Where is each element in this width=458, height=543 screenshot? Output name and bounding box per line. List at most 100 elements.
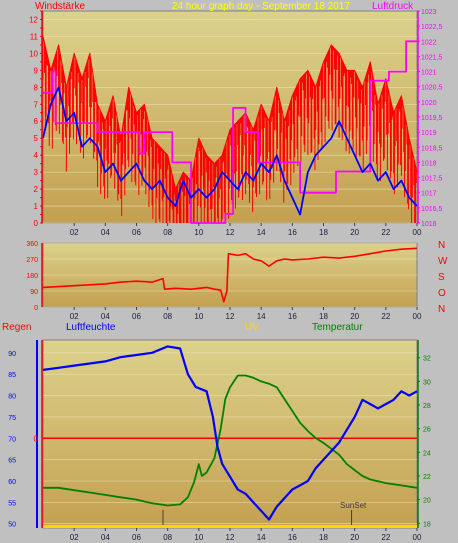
- direction-line: [42, 247, 418, 303]
- compass-label: N: [438, 240, 445, 251]
- y-right-tick-label: 30: [423, 379, 431, 386]
- x-tick-label: 16: [288, 228, 297, 237]
- y-left-tick-label: 75: [8, 415, 16, 422]
- x-tick-label: 08: [163, 228, 172, 237]
- humidity-temperature-plot-area: [42, 339, 418, 529]
- compass-label: O: [438, 288, 446, 299]
- x-tick-label: 02: [70, 312, 79, 321]
- wind-direction-series: [42, 247, 418, 303]
- y-right-tick-label: 1018,5: [421, 145, 443, 152]
- x-tick-label: 04: [101, 312, 110, 321]
- y-right-tick-label: 1017,5: [421, 176, 443, 183]
- y-left-tick-label: 80: [8, 394, 16, 401]
- x-tick-label: 10: [194, 228, 203, 237]
- wind-direction-grid: [43, 242, 417, 308]
- y-left-tick-label: 0: [34, 219, 39, 228]
- compass-label: N: [438, 304, 445, 315]
- uv-label: UV: [245, 322, 259, 333]
- x-tick-label: 04: [101, 533, 110, 542]
- y-right-tick-label: 32: [423, 356, 431, 363]
- y-right-tick-label: 1021,5: [421, 54, 443, 61]
- x-tick-label: 00: [413, 312, 422, 321]
- y-right-tick-label: 1020,5: [421, 85, 443, 92]
- x-tick-label: 12: [226, 533, 235, 542]
- x-tick-label: 14: [257, 533, 266, 542]
- y-left-tick-label: 9: [34, 66, 39, 75]
- y-left-tick-label: 12: [29, 15, 38, 24]
- x-tick-label: 12: [226, 312, 235, 321]
- x-tick-label: 08: [163, 533, 172, 542]
- luftdruck-label: Luftdruck: [372, 1, 414, 12]
- y-right-tick-label: 1017: [421, 191, 437, 198]
- y-tick-label: 360: [26, 241, 38, 248]
- rain-value-label: 0: [34, 434, 39, 443]
- y-right-tick-label: 1020: [421, 100, 437, 107]
- y-tick-label: 180: [26, 273, 38, 280]
- y-left-tick-label: 65: [8, 458, 16, 465]
- x-tick-label: 06: [132, 312, 141, 321]
- sunset-label: SunSet: [340, 501, 367, 510]
- temperatur-label: Temperatur: [312, 322, 363, 333]
- compass-label: W: [438, 256, 448, 267]
- humidity-temperature-axes: 50 55 60 65 70 75 80 85 90 18 20 22 24 26 28 30 32 0 02 04 0…: [8, 340, 431, 542]
- wind-pressure-plot-area: [42, 10, 418, 224]
- y-left-tick-label: 55: [8, 500, 16, 507]
- x-tick-label: 06: [132, 228, 141, 237]
- y-right-tick-label: 1019,5: [421, 115, 443, 122]
- x-tick-label: 16: [288, 312, 297, 321]
- x-tick-label: 08: [163, 312, 172, 321]
- y-left-tick-label: 1: [34, 202, 39, 211]
- y-right-tick-label: 1023: [421, 9, 437, 16]
- y-left-tick-label: 50: [8, 522, 16, 529]
- y-right-tick-label: 1018: [421, 160, 437, 167]
- average-wind-line: [42, 86, 418, 216]
- x-tick-label: 20: [350, 533, 359, 542]
- y-left-tick-label: 90: [8, 351, 16, 358]
- x-tick-label: 14: [257, 312, 266, 321]
- x-tick-label: 10: [194, 533, 203, 542]
- x-tick-label: 20: [350, 312, 359, 321]
- wind-pressure-series: [42, 36, 418, 224]
- y-tick-label: 90: [30, 289, 38, 296]
- y-right-tick-label: 1016,5: [421, 206, 443, 213]
- y-left-tick-label: 3: [34, 168, 39, 177]
- x-tick-label: 14: [257, 228, 266, 237]
- temperature-line: [43, 374, 418, 507]
- y-left-tick-label: 11: [30, 32, 39, 41]
- windstaerke-label: Windstärke: [35, 1, 85, 12]
- x-tick-label: 10: [194, 312, 203, 321]
- x-tick-label: 12: [226, 228, 235, 237]
- y-right-tick-label: 1019: [421, 130, 437, 137]
- y-right-tick-label: 1021: [421, 70, 437, 77]
- x-tick-label: 18: [319, 533, 328, 542]
- chart-title: 24 hour graph day - September 18 2017: [172, 1, 350, 12]
- x-tick-label: 02: [70, 533, 79, 542]
- y-right-tick-label: 1022,5: [421, 24, 443, 31]
- y-tick-label: 0: [34, 305, 38, 312]
- regen-label: Regen: [2, 322, 31, 333]
- humidity-temperature-series: [42, 345, 418, 528]
- humidity-line: [42, 345, 418, 521]
- x-tick-label: 20: [350, 228, 359, 237]
- x-tick-label: 00: [413, 533, 422, 542]
- x-tick-label: 22: [381, 312, 390, 321]
- y-left-tick-label: 2: [34, 185, 39, 194]
- y-right-tick-label: 22: [423, 474, 431, 481]
- x-tick-label: 16: [288, 533, 297, 542]
- y-tick-label: 270: [26, 257, 38, 264]
- x-tick-label: 06: [132, 533, 141, 542]
- pressure-line: [43, 40, 417, 224]
- y-right-tick-label: 20: [423, 498, 431, 505]
- compass-label: S: [438, 272, 445, 283]
- y-right-tick-label: 1016: [421, 221, 437, 228]
- x-axis-band: [43, 525, 417, 528]
- y-right-tick-label: 24: [423, 450, 431, 457]
- luftfeuchte-label: Luftfeuchte: [66, 322, 116, 333]
- y-left-tick-label: 85: [8, 372, 16, 379]
- y-right-tick-label: 26: [423, 427, 431, 434]
- y-left-tick-label: 5: [34, 134, 39, 143]
- y-left-tick-label: 70: [8, 436, 16, 443]
- y-right-tick-label: 18: [423, 521, 431, 528]
- x-tick-label: 02: [70, 228, 79, 237]
